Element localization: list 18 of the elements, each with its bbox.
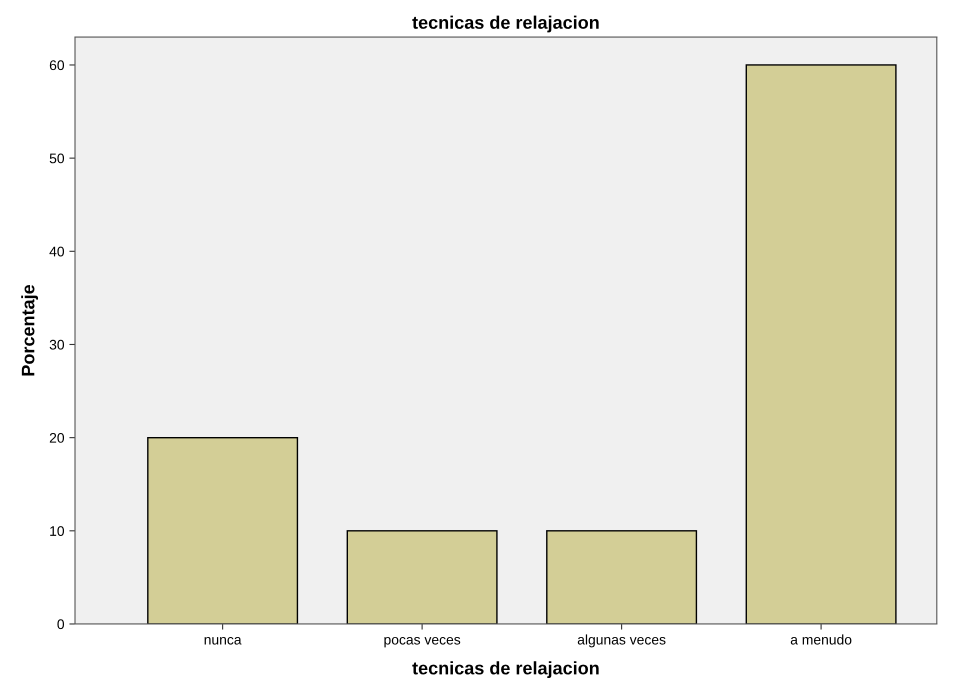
chart-title: tecnicas de relajacion [412,16,599,32]
y-tick-label: 30 [50,340,64,350]
y-tick-label: 50 [50,153,64,164]
y-tick-label: 60 [50,60,64,70]
bar [546,530,698,624]
x-tick-label: pocas veces [384,636,460,648]
y-tick-label: 20 [50,432,64,443]
bar [346,530,498,624]
bar [147,436,298,624]
x-tick-label: nunca [204,636,242,645]
x-axis-title: tecnicas de relajacion [412,661,599,678]
bar [746,64,897,624]
y-tick-label: 40 [49,246,64,256]
y-axis-title: Porcentaje [21,284,38,376]
x-tick-label: algunas veces [578,634,666,648]
y-tick-label: 0 [57,619,64,630]
x-tick-label: a menudo [790,634,852,645]
y-tick-label: 10 [50,526,64,536]
